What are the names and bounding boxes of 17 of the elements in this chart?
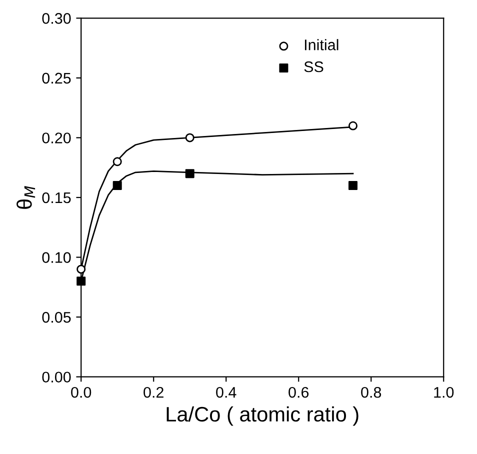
x-tick-label: 0.2 — [144, 386, 164, 398]
x-tick-label: 0.0 — [71, 386, 92, 398]
y-tick-label: 0.20 — [42, 132, 71, 144]
x-tick-label: 0.6 — [288, 386, 309, 398]
y-tick-label: 0.10 — [42, 252, 71, 263]
y-tick-label: 0.25 — [42, 72, 71, 84]
y-tick-label: 0.15 — [42, 192, 71, 204]
x-tick-label: 0.4 — [216, 386, 236, 398]
legend-label: SS — [304, 61, 324, 72]
x-tick-label: 0.8 — [361, 386, 382, 398]
y-tick-label: 0.05 — [42, 312, 71, 323]
legend-label: Initial — [304, 39, 338, 50]
y-tick-label: 0.30 — [42, 13, 71, 24]
y-axis-title: θ$_{M}$ — [16, 186, 36, 209]
x-tick-label: 1.0 — [434, 386, 454, 398]
y-tick-label: 0.00 — [42, 372, 71, 383]
x-axis-title: La/Co ( atomic ratio ) — [166, 406, 358, 426]
